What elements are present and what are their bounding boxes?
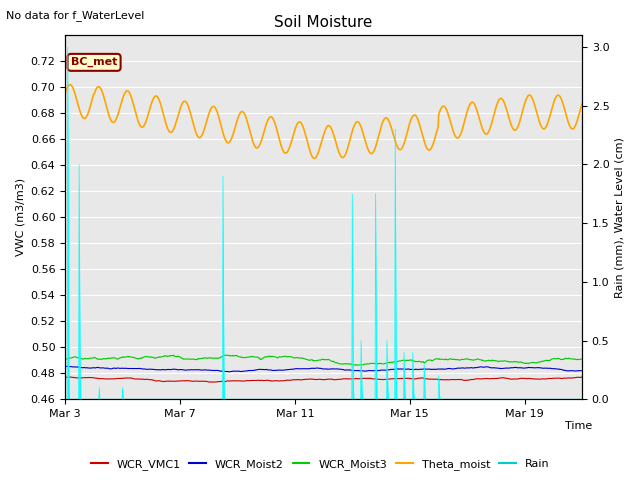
Legend: WCR_VMC1, WCR_Moist2, WCR_Moist3, Theta_moist, Rain: WCR_VMC1, WCR_Moist2, WCR_Moist3, Theta_…	[86, 455, 554, 474]
Text: BC_met: BC_met	[71, 57, 117, 68]
X-axis label: Time: Time	[565, 421, 592, 431]
Title: Soil Moisture: Soil Moisture	[275, 15, 372, 30]
Y-axis label: Rain (mm), Water Level (cm): Rain (mm), Water Level (cm)	[615, 137, 625, 298]
Text: No data for f_WaterLevel: No data for f_WaterLevel	[6, 10, 145, 21]
Y-axis label: VWC (m3/m3): VWC (m3/m3)	[15, 178, 25, 256]
